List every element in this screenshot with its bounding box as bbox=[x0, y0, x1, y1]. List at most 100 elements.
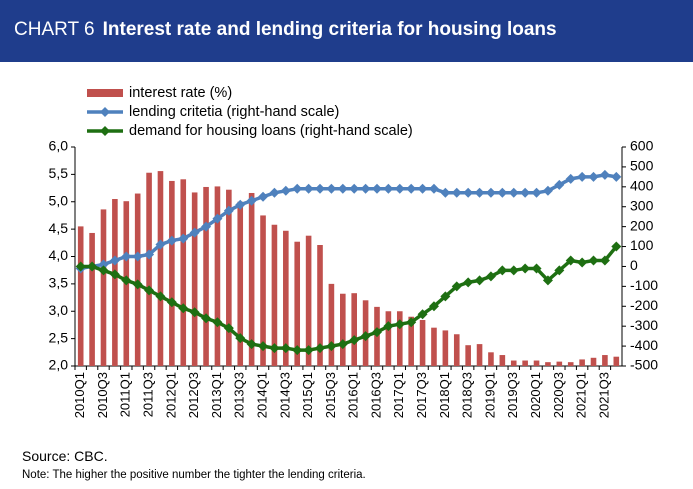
x-tick-label: 2011Q3 bbox=[141, 372, 156, 417]
marker bbox=[463, 277, 474, 288]
marker bbox=[303, 345, 314, 356]
y2-tick-label: 600 bbox=[630, 138, 654, 154]
y-tick-label: 5,5 bbox=[49, 165, 69, 181]
marker bbox=[531, 263, 542, 274]
bar bbox=[328, 283, 335, 366]
marker bbox=[360, 183, 371, 194]
marker bbox=[212, 213, 223, 224]
bar bbox=[248, 192, 255, 366]
bar bbox=[305, 235, 312, 366]
marker bbox=[451, 281, 462, 292]
x-tick-label: 2011Q1 bbox=[118, 372, 133, 417]
bar bbox=[545, 362, 551, 366]
bar bbox=[499, 355, 506, 366]
note: Note: The higher the positive number the… bbox=[22, 469, 366, 481]
bar bbox=[396, 311, 403, 366]
bar bbox=[408, 316, 414, 366]
bar bbox=[169, 180, 175, 366]
x-tick-label: 2014Q1 bbox=[254, 372, 269, 418]
marker bbox=[201, 313, 212, 324]
bar bbox=[203, 186, 209, 366]
bar bbox=[465, 345, 471, 366]
marker bbox=[326, 341, 337, 352]
marker bbox=[406, 317, 417, 328]
bar bbox=[180, 179, 187, 366]
marker bbox=[440, 187, 451, 198]
marker bbox=[178, 303, 189, 314]
marker bbox=[109, 255, 120, 266]
marker bbox=[611, 171, 622, 182]
marker bbox=[406, 183, 417, 194]
marker bbox=[611, 241, 622, 252]
marker bbox=[121, 251, 132, 262]
legend-swatch bbox=[87, 89, 123, 97]
x-tick-label: 2010Q3 bbox=[95, 372, 110, 418]
bar bbox=[488, 352, 494, 366]
bar bbox=[431, 327, 437, 366]
bar bbox=[260, 215, 266, 366]
marker bbox=[269, 343, 280, 354]
marker bbox=[87, 261, 98, 272]
legend-marker bbox=[100, 107, 110, 117]
marker bbox=[75, 261, 86, 272]
bar bbox=[533, 360, 540, 366]
y-tick-label: 3,0 bbox=[49, 302, 69, 318]
legend-label: lending critetia (right-hand scale) bbox=[129, 104, 339, 120]
chart: 2,0 2,5 3,0 3,5 4,0 4,5 5,0 5,5 6,0 -500 -400 -300 -… bbox=[49, 85, 659, 418]
marker bbox=[554, 179, 565, 190]
bar bbox=[317, 245, 323, 366]
marker bbox=[223, 205, 234, 216]
chart-label: CHART 6 bbox=[14, 19, 95, 40]
bar bbox=[77, 226, 84, 366]
marker bbox=[349, 183, 360, 194]
marker bbox=[337, 339, 348, 350]
marker bbox=[258, 191, 269, 202]
x-tick-label: 2012Q3 bbox=[186, 372, 201, 418]
bar bbox=[283, 230, 289, 366]
legend-label: interest rate (%) bbox=[129, 85, 232, 101]
marker bbox=[497, 265, 508, 276]
marker bbox=[542, 185, 553, 196]
marker bbox=[109, 269, 120, 280]
marker bbox=[485, 187, 496, 198]
marker bbox=[337, 183, 348, 194]
bar bbox=[613, 356, 620, 366]
marker bbox=[531, 187, 542, 198]
marker bbox=[463, 187, 474, 198]
bar bbox=[590, 357, 597, 366]
marker bbox=[474, 275, 485, 286]
marker bbox=[485, 271, 496, 282]
marker bbox=[292, 183, 303, 194]
marker bbox=[155, 239, 166, 250]
x-tick-label: 2014Q3 bbox=[277, 372, 292, 418]
source: Source: CBC. bbox=[22, 448, 108, 464]
marker bbox=[166, 235, 177, 246]
marker bbox=[588, 255, 599, 266]
marker bbox=[588, 171, 599, 182]
bar bbox=[112, 199, 118, 366]
marker bbox=[565, 173, 576, 184]
x-tick-label: 2017Q1 bbox=[391, 372, 406, 418]
marker bbox=[303, 183, 314, 194]
marker bbox=[315, 183, 326, 194]
marker bbox=[258, 341, 269, 352]
chart-title: Interest rate and lending criteria for h… bbox=[102, 19, 557, 40]
marker bbox=[520, 263, 531, 274]
marker bbox=[565, 255, 576, 266]
y2-tick-label: -500 bbox=[630, 357, 658, 373]
y2-tick-label: 500 bbox=[630, 158, 654, 174]
x-tick-label: 2013Q1 bbox=[209, 372, 224, 418]
marker bbox=[235, 199, 246, 210]
marker bbox=[155, 291, 166, 302]
marker bbox=[451, 187, 462, 198]
marker bbox=[326, 183, 337, 194]
x-tick-label: 2017Q3 bbox=[414, 372, 429, 418]
y2-tick-label: 400 bbox=[630, 178, 654, 194]
x-tick-label: 2019Q3 bbox=[505, 372, 520, 418]
marker bbox=[280, 185, 291, 196]
x-tick-label: 2016Q3 bbox=[368, 372, 383, 418]
x-tick-label: 2015Q3 bbox=[323, 372, 338, 418]
bar bbox=[157, 171, 164, 366]
x-tick-label: 2019Q1 bbox=[482, 372, 497, 418]
bar bbox=[237, 201, 244, 366]
